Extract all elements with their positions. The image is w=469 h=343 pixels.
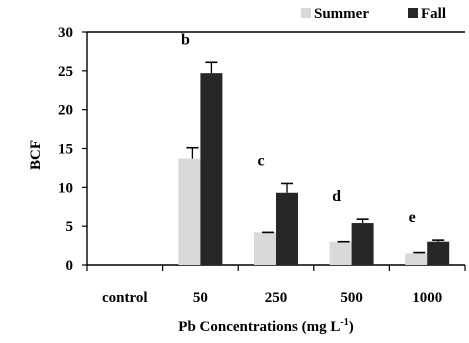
y-tick-label: 20 (58, 103, 73, 119)
bar-fall-1000 (427, 241, 450, 265)
x-tick-label: control (102, 290, 148, 306)
bar-fall-250 (276, 192, 298, 265)
x-tick-label: 50 (193, 290, 208, 306)
y-tick-label: 15 (58, 142, 73, 158)
bar-fall-500 (351, 223, 374, 265)
x-tick-label: 500 (340, 290, 363, 306)
y-tick-label: 10 (58, 180, 73, 196)
y-tick-label: 30 (58, 25, 73, 41)
x-axis-label-main: Pb Concentrations (mg L (178, 319, 340, 335)
legend-label-fall: Fall (421, 6, 446, 22)
x-axis-label: Pb Concentrations (mg L-1) (178, 317, 353, 335)
bar-summer-1000 (405, 253, 428, 265)
x-axis-label-superscript: -1 (340, 317, 348, 328)
significance-letter-1000: e (409, 209, 416, 226)
legend-swatch-summer (301, 8, 311, 18)
y-tick-label: 0 (66, 258, 74, 274)
y-axis-label: BCF (28, 140, 44, 170)
bar-fall-50 (200, 73, 223, 265)
bar-summer-250 (254, 232, 276, 265)
x-axis-label-close: ) (349, 319, 354, 335)
significance-letter-500: d (332, 188, 341, 205)
significance-letter-250: c (257, 152, 264, 169)
bar-summer-50 (178, 158, 201, 265)
bar-summer-500 (329, 241, 352, 265)
y-tick-label: 25 (58, 64, 73, 80)
labels: 0 5 10 15 20 25 30 control 50 250 500 1000 b c d e (58, 25, 442, 306)
x-tick-label: 250 (265, 290, 288, 306)
legend-label-summer: Summer (314, 6, 369, 22)
legend-swatch-fall (408, 8, 418, 18)
bars (178, 61, 450, 265)
legend: Summer Fall (301, 6, 446, 22)
x-tick-label: 1000 (412, 290, 442, 306)
y-tick-label: 5 (66, 219, 74, 235)
significance-letter-50: b (181, 31, 190, 48)
